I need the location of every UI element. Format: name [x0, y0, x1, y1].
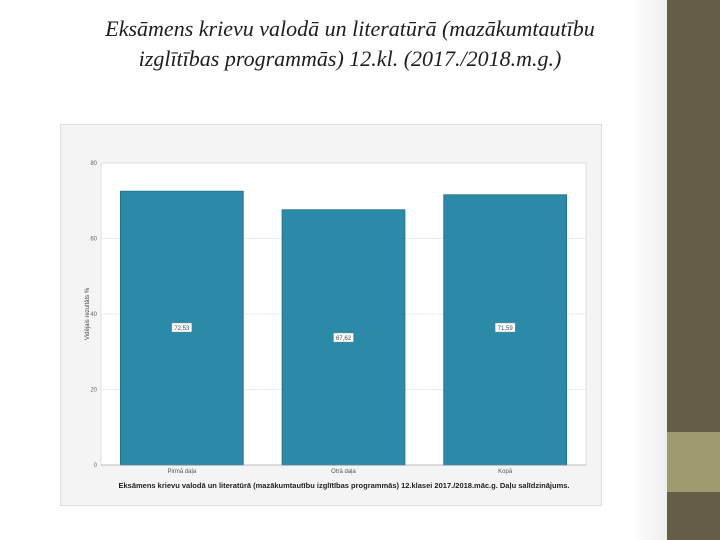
bar-chart: 0 20 40 60 80 Vidējais rezultāts % 72,53 Pirmā …	[85, 161, 587, 490]
y-tick-label: 20	[90, 388, 97, 394]
category-label: Kopā	[498, 469, 513, 475]
data-label-box	[494, 322, 516, 333]
side-panel-accent	[667, 432, 720, 492]
slide-title: Eksāmens krievu valodā un literatūrā (ma…	[30, 14, 670, 74]
slide-shadow-strip	[630, 0, 667, 540]
y-tick-label: 80	[90, 161, 97, 167]
data-label-box	[333, 332, 354, 343]
chart-frame: 0 20 40 60 80 Vidējais rezultāts % 72,53 Pirmā …	[60, 124, 602, 506]
y-tick-label: 40	[90, 312, 97, 318]
chart-caption: Eksāmens krievu valodā un literatūrā (ma…	[118, 481, 569, 490]
decorative-side-panel	[667, 0, 720, 540]
data-label: 71,59	[498, 326, 514, 332]
data-label: 67,62	[336, 336, 352, 342]
category-label: Otrā daļa	[331, 469, 356, 475]
y-axis-title: Vidējais rezultāts %	[85, 287, 91, 340]
category-label: Pirmā daļa	[167, 469, 196, 475]
y-tick-label: 0	[94, 463, 98, 469]
slide-title-line-2: izglītības programmās) 12.kl. (2017./201…	[138, 46, 562, 71]
slide-title-line-1: Eksāmens krievu valodā un literatūrā (ma…	[105, 16, 595, 41]
data-label: 72,53	[174, 326, 190, 332]
y-tick-label: 60	[90, 237, 97, 243]
data-label-box	[171, 322, 193, 333]
